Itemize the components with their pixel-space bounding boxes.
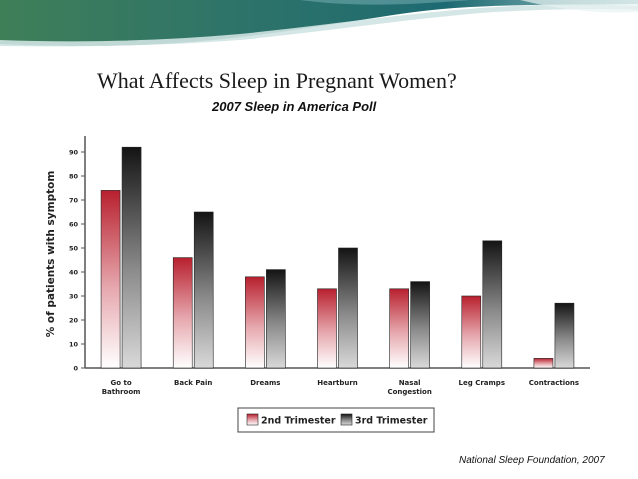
x-tick-label: Dreams [250,379,280,387]
x-tick-label: Back Pain [174,379,212,387]
header-banner [0,0,638,48]
x-tick-label: Contractions [529,379,579,387]
legend-swatch-2nd-trimester [246,413,259,426]
bar-3rd-trimester [482,240,503,369]
source-citation: National Sleep Foundation, 2007 [459,455,605,466]
bar-2nd-trimester [245,276,265,369]
y-tick-label: 40 [69,269,79,277]
bar-3rd-trimester [266,269,286,369]
bar-3rd-trimester [338,247,358,369]
bar-chart: 0 10 20 30 40 50 60 70 80 90 % of patients with sy… [45,136,590,433]
y-tick-label: 90 [69,149,79,157]
y-tick-label: 30 [69,293,79,301]
y-tick-label: 20 [69,317,79,325]
legend-label-2nd-trimester: 2nd Trimester [261,416,336,427]
bar-2nd-trimester [461,295,482,369]
x-tick-label: Go to Bathroom [102,379,141,396]
bar-2nd-trimester [100,190,121,369]
x-tick-label: Nasal Congestion [387,379,431,396]
y-tick-label: 50 [69,245,79,253]
bar-3rd-trimester [554,302,575,369]
y-tick-label: 60 [69,221,79,229]
chart-legend: 2nd Trimester 3rd Trimester [237,407,435,433]
y-tick-label: 80 [69,173,79,181]
y-tick-label: 70 [69,197,79,205]
x-tick-label: Heartburn [317,379,358,387]
bar-2nd-trimester [533,358,554,369]
legend-label-3rd-trimester: 3rd Trimester [355,416,428,427]
y-tick-label: 0 [73,365,78,373]
x-tick-label: Leg Cramps [459,379,505,387]
legend-swatch-3rd-trimester [340,413,353,426]
page-subtitle: 2007 Sleep in America Poll [212,99,377,114]
bar-2nd-trimester [389,288,409,369]
bar-2nd-trimester [317,288,337,369]
bar-3rd-trimester [410,281,430,369]
bar-2nd-trimester [172,257,193,369]
y-tick-label: 10 [69,341,79,349]
bar-3rd-trimester [121,146,142,369]
bar-3rd-trimester [193,211,214,369]
legend-box [237,407,435,433]
page-title: What Affects Sleep in Pregnant Women? [97,68,457,93]
y-axis-label: % of patients with symptom [45,171,57,338]
